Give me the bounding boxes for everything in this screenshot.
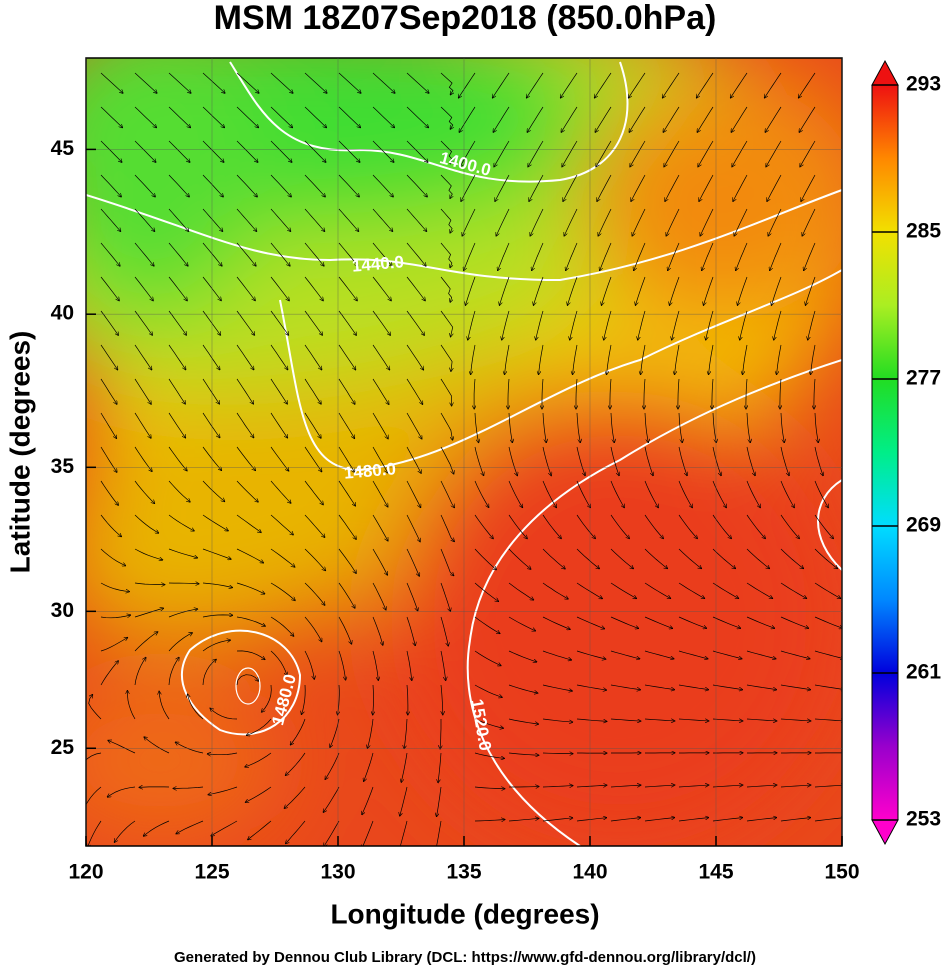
x-tick-label: 150 — [824, 861, 859, 884]
footer: Generated by Dennou Club Library (DCL: h… — [174, 949, 756, 966]
colorbar-tick-label: 285 — [906, 220, 941, 243]
colorbar-bottom — [872, 820, 898, 844]
colorbar-tick-label: 269 — [906, 514, 941, 537]
colorbar-top — [872, 61, 898, 85]
colorbar-tick-label: 261 — [906, 661, 941, 684]
x-tick-label: 145 — [698, 861, 733, 884]
y-tick-label: 35 — [51, 455, 75, 478]
y-axis-label: Latitude (degrees) — [4, 331, 35, 574]
chart-title: MSM 18Z07Sep2018 (850.0hPa) — [214, 0, 717, 37]
x-axis-label: Longitude (degrees) — [330, 898, 599, 929]
x-tick-label: 125 — [194, 861, 229, 884]
x-tick-label: 135 — [446, 861, 481, 884]
x-tick-label: 140 — [572, 861, 607, 884]
colorbar — [872, 85, 898, 820]
colorbar-tick-label: 293 — [906, 73, 941, 96]
colorbar-tick-label: 277 — [906, 367, 941, 390]
y-tick-label: 25 — [51, 736, 75, 759]
x-tick-label: 120 — [68, 861, 103, 884]
y-tick-label: 40 — [51, 302, 74, 325]
x-tick-label: 130 — [320, 861, 355, 884]
y-tick-label: 45 — [51, 137, 75, 160]
y-tick-label: 30 — [51, 599, 74, 622]
colorbar-tick-label: 253 — [906, 808, 941, 831]
